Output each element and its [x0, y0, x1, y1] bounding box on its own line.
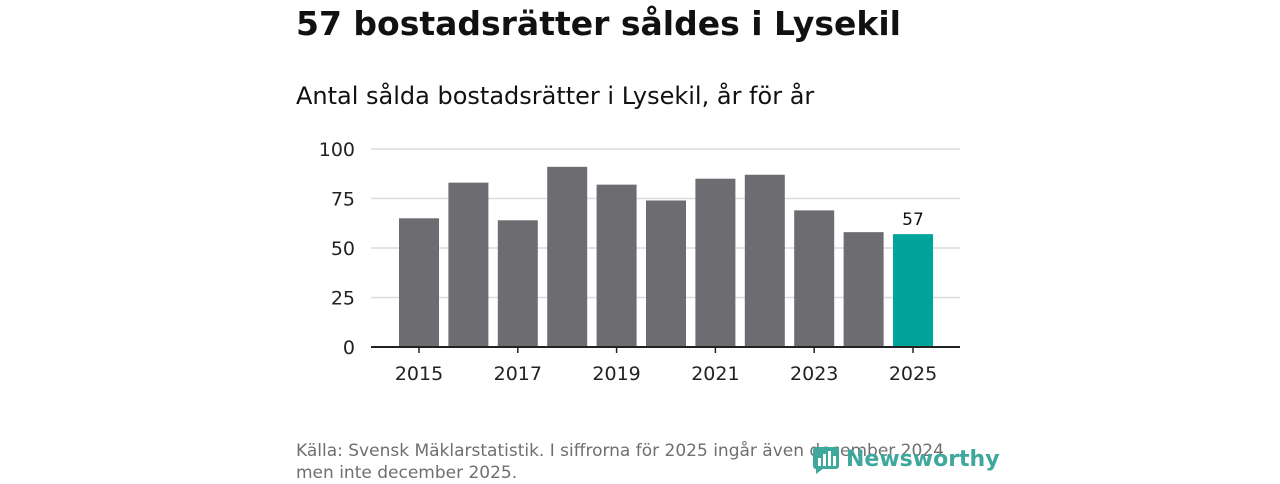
bar-2024 — [843, 232, 884, 347]
chart-card: 57 bostadsrätter såldes i Lysekil Antal … — [296, 0, 1000, 483]
y-tick-label: 0 — [343, 337, 355, 359]
source-line-2: men inte december 2025. — [296, 463, 518, 483]
bar-2021 — [695, 178, 736, 347]
y-tick-label: 25 — [331, 288, 355, 310]
y-tick-label: 50 — [331, 238, 355, 260]
bar-2017 — [497, 220, 538, 347]
x-tick-label: 2023 — [790, 363, 838, 385]
bar-2019 — [596, 184, 637, 347]
x-tick-label: 2021 — [691, 363, 739, 385]
bar-2023 — [794, 210, 835, 347]
bar-2022 — [744, 174, 785, 347]
x-tick-label: 2025 — [889, 363, 937, 385]
x-tick-label: 2019 — [592, 363, 640, 385]
newsworthy-logo-icon — [813, 447, 839, 474]
logo-text: Newsworthy — [846, 446, 1000, 472]
x-tick-label: 2015 — [395, 363, 443, 385]
source-note: Källa: Svensk Mäklarstatistik. I siffror… — [296, 440, 956, 484]
y-tick-label: 100 — [319, 139, 355, 161]
bar-2015 — [399, 218, 439, 347]
data-label: 57 — [902, 210, 924, 230]
page-title: 57 bostadsrätter såldes i Lysekil — [296, 4, 901, 43]
x-tick-label: 2017 — [494, 363, 542, 385]
newsworthy-logo: Newsworthy — [812, 444, 1000, 474]
bar-2018 — [547, 166, 588, 347]
source-line-1: Källa: Svensk Mäklarstatistik. I siffror… — [296, 441, 944, 461]
bar-2025 — [893, 234, 933, 347]
y-tick-label: 75 — [331, 189, 355, 211]
chart-subtitle: Antal sålda bostadsrätter i Lysekil, år … — [296, 82, 815, 110]
bar-2020 — [646, 200, 686, 347]
bar-chart: 0 25 50 75 100 57 2015 2017 2019 2021 2023 2025 — [319, 139, 960, 385]
bar-2016 — [448, 182, 489, 347]
